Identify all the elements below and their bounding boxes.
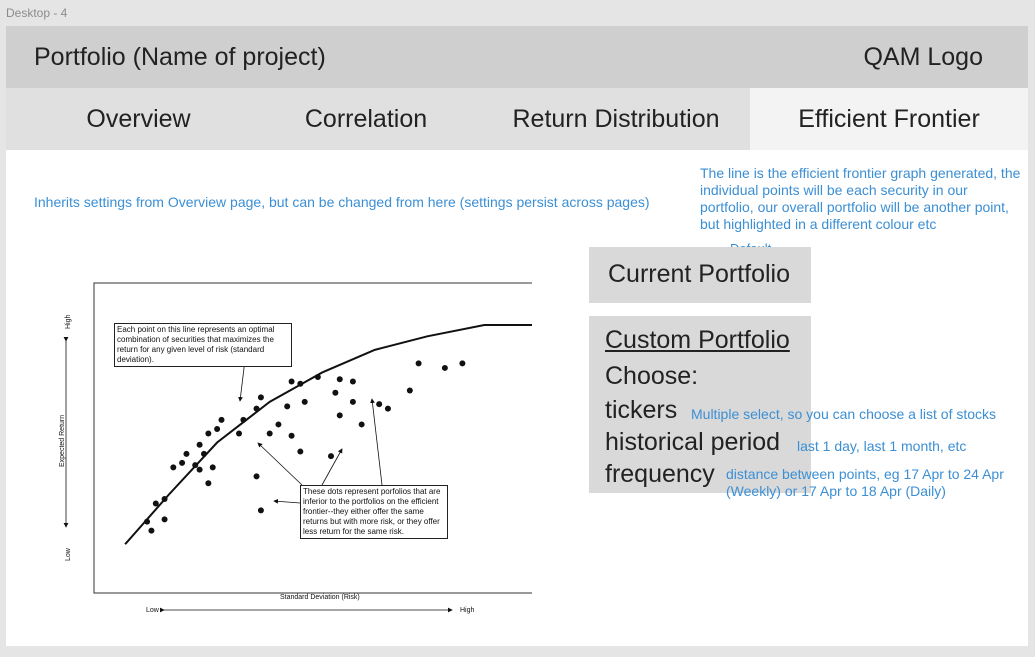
portfolio-point-13 [218, 416, 225, 423]
portfolio-point-22 [209, 464, 216, 471]
portfolio-point-14 [214, 425, 221, 432]
efficient-frontier-line [124, 324, 532, 545]
portfolio-point-34 [349, 398, 356, 405]
historical-period-selector[interactable]: historical period [605, 428, 781, 456]
frontier-explanation-note: The line is the efficient frontier graph… [700, 165, 1021, 232]
portfolio-point-40 [459, 360, 466, 367]
x-low-label: Low [146, 607, 160, 614]
portfolio-point-33 [336, 412, 343, 419]
portfolio-point-1 [297, 380, 304, 387]
portfolio-point-12 [236, 430, 243, 437]
portfolio-point-6 [301, 398, 308, 405]
tab-efficient-frontier[interactable]: Efficient Frontier [750, 88, 1028, 150]
y-high-label: High [65, 314, 72, 329]
portfolio-point-3 [336, 376, 343, 383]
portfolio-point-21 [192, 462, 199, 469]
portfolio-point-24 [170, 464, 177, 471]
portfolio-point-41 [257, 507, 264, 514]
historical-period-note: last 1 day, last 1 month, etc [797, 438, 967, 454]
page-title: Portfolio (Name of project) [34, 43, 326, 71]
dots-annotation-arrow-1 [257, 442, 303, 486]
dots-annotation-arrow-2 [321, 448, 343, 486]
frequency-note: distance between points, eg 17 Apr to 24… [726, 466, 1004, 499]
current-portfolio-label: Current Portfolio [608, 260, 791, 288]
frontier-annotation: Each point on this line represents an op… [114, 323, 292, 367]
portfolio-point-11 [240, 416, 247, 423]
portfolio-point-19 [200, 450, 207, 457]
portfolio-point-38 [415, 360, 422, 367]
current-portfolio-button[interactable]: Current Portfolio [589, 247, 811, 303]
portfolio-point-44 [358, 421, 365, 428]
x-high-label: High [460, 607, 475, 614]
dots-annotation-arrow-4 [273, 498, 301, 504]
portfolio-point-42 [297, 448, 304, 455]
portfolio-point-20 [183, 450, 190, 457]
portfolio-point-35 [328, 453, 334, 460]
portfolio-point-28 [152, 500, 159, 507]
efficient-frontier-chart: High Low Expected Return Low High Standa… [52, 281, 532, 643]
x-axis-label: Standard Deviation (Risk) [280, 594, 360, 601]
custom-portfolio-label: Custom Portfolio [605, 326, 790, 354]
tab-bar: Overview Correlation Return Distribution… [6, 88, 1028, 150]
portfolio-point-5 [332, 389, 339, 396]
tab-overview[interactable]: Overview [86, 105, 191, 133]
portfolio-point-26 [196, 466, 203, 473]
portfolio-point-9 [253, 405, 260, 412]
portfolio-point-18 [196, 441, 203, 448]
portfolio-point-25 [179, 459, 186, 466]
portfolio-point-36 [376, 401, 383, 408]
y-axis-label: Expected Return [59, 415, 66, 467]
portfolio-point-8 [257, 394, 264, 401]
portfolio-point-7 [284, 403, 291, 410]
custom-portfolio-panel[interactable]: Custom Portfolio Choose: tickers Multipl… [589, 316, 1004, 499]
portfolio-point-31 [144, 518, 151, 525]
portfolio-point-4 [349, 378, 356, 385]
tickers-selector[interactable]: tickers [605, 396, 678, 424]
portfolio-point-43 [384, 405, 391, 412]
logo: QAM Logo [863, 43, 983, 71]
portfolio-point-30 [148, 527, 155, 534]
portfolio-point-32 [253, 473, 260, 480]
portfolio-point-10 [275, 421, 282, 428]
frequency-selector[interactable]: frequency [605, 460, 715, 488]
portfolio-point-15 [266, 430, 273, 437]
inherit-settings-note: Inherits settings from Overview page, bu… [34, 194, 650, 210]
y-low-label: Low [65, 547, 72, 561]
desktop-frame: Portfolio (Name of project) QAM Logo Ove… [6, 26, 1028, 646]
frame-label: Desktop - 4 [6, 6, 68, 20]
portfolio-point-0 [288, 378, 295, 385]
portfolio-point-17 [205, 430, 212, 437]
tab-correlation[interactable]: Correlation [304, 105, 428, 133]
choose-label: Choose: [605, 362, 699, 390]
portfolio-point-27 [161, 496, 168, 503]
portfolio-point-29 [161, 516, 168, 523]
portfolio-point-37 [406, 387, 413, 394]
portfolio-point-2 [314, 373, 321, 380]
portfolio-point-39 [441, 364, 448, 371]
dots-annotation: These dots represent porfolios that are … [300, 485, 448, 539]
portfolio-point-23 [205, 480, 212, 487]
tickers-note: Multiple select, so you can choose a lis… [691, 406, 997, 422]
portfolio-point-16 [288, 432, 295, 439]
tab-return-distribution[interactable]: Return Distribution [512, 105, 720, 133]
header: Portfolio (Name of project) QAM Logo [6, 26, 1028, 88]
chart-svg: High Low Expected Return Low High Standa… [59, 282, 532, 614]
dots-annotation-arrow-3 [370, 398, 383, 486]
